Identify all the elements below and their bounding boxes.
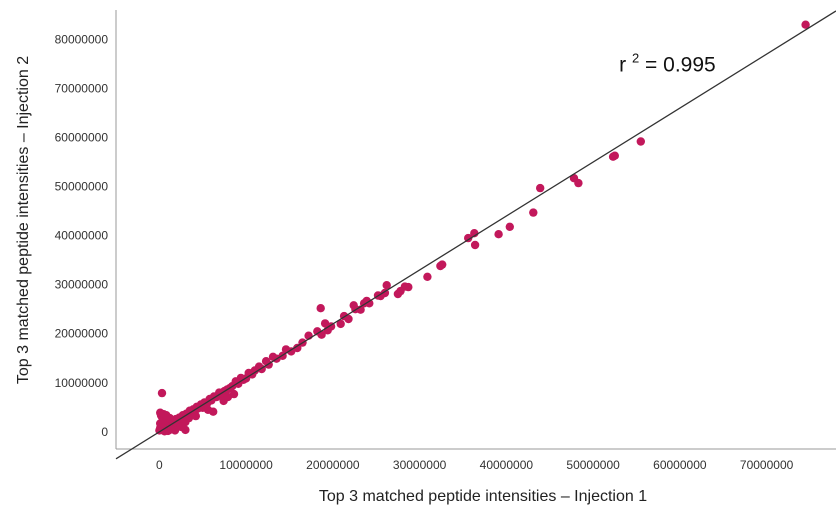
x-tick-label: 40000000	[480, 458, 534, 472]
regression-line	[115, 10, 836, 460]
y-axis-title: Top 3 matched peptide intensities – Inje…	[15, 56, 32, 384]
y-tick-label: 80000000	[55, 32, 109, 46]
data-point	[382, 281, 391, 290]
data-point	[801, 20, 810, 29]
y-tick-label: 60000000	[55, 131, 109, 145]
data-point	[191, 411, 200, 421]
r-squared-value: = 0.995	[645, 53, 716, 76]
r-squared-annotation: r 2 = 0.995	[619, 44, 716, 76]
data-point	[569, 174, 579, 183]
x-tick-label: 20000000	[306, 458, 360, 472]
data-point	[268, 352, 278, 361]
data-point	[203, 405, 213, 414]
data-point	[494, 230, 503, 239]
data-point	[349, 301, 358, 310]
x-tick-label: 10000000	[219, 458, 273, 472]
data-point	[436, 261, 445, 271]
x-axis-title: Top 3 matched peptide intensities – Inje…	[319, 488, 647, 505]
y-tick-label: 30000000	[55, 278, 109, 292]
x-tick-label: 0	[156, 458, 163, 472]
data-point	[608, 152, 618, 161]
data-point	[157, 388, 167, 398]
data-point	[229, 389, 239, 399]
data-point	[505, 222, 514, 231]
data-point	[316, 304, 325, 313]
data-point	[393, 289, 403, 299]
x-tick-labels: 0 10000000 20000000 30000000 40000000 5000000…	[156, 458, 794, 472]
data-point	[176, 422, 186, 432]
data-point	[293, 343, 302, 353]
data-point	[184, 413, 194, 423]
data-point	[162, 411, 171, 420]
data-point	[464, 233, 473, 243]
y-tick-label: 0	[101, 425, 108, 439]
r-squared-base: r	[619, 53, 626, 76]
y-tick-label: 70000000	[55, 81, 109, 95]
data-point	[529, 208, 538, 217]
r-squared-superscript: 2	[632, 50, 639, 65]
x-tick-label: 70000000	[740, 458, 794, 472]
data-point	[336, 319, 345, 329]
data-point	[536, 183, 545, 193]
x-tick-label: 30000000	[393, 458, 447, 472]
data-point	[423, 272, 432, 281]
data-point	[261, 357, 271, 366]
data-point	[636, 137, 645, 146]
x-tick-label: 60000000	[653, 458, 707, 472]
y-tick-label: 40000000	[55, 229, 109, 243]
y-tick-labels: 0 10000000 20000000 30000000 40000000 5000000…	[55, 32, 109, 438]
data-point	[167, 425, 176, 434]
data-point	[313, 327, 322, 336]
data-point	[320, 319, 330, 328]
y-tick-label: 10000000	[55, 376, 109, 390]
data-point	[470, 240, 480, 250]
y-tick-label: 20000000	[55, 327, 109, 341]
y-tick-label: 50000000	[55, 180, 109, 194]
x-tick-label: 50000000	[566, 458, 620, 472]
